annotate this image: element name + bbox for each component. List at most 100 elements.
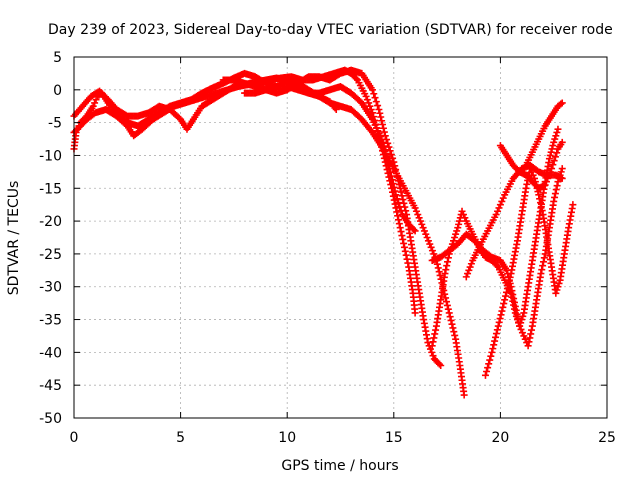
data-point bbox=[428, 348, 436, 356]
data-point bbox=[376, 109, 384, 117]
data-point bbox=[509, 291, 517, 299]
data-point bbox=[424, 237, 432, 245]
data-point bbox=[513, 310, 521, 318]
y-tick-label: -10 bbox=[39, 148, 62, 164]
data-point bbox=[89, 102, 97, 110]
x-tick-label: 0 bbox=[70, 430, 79, 446]
data-point bbox=[392, 191, 400, 199]
data-point bbox=[486, 356, 494, 364]
data-point bbox=[541, 181, 549, 189]
data-point bbox=[365, 99, 373, 107]
data-point bbox=[443, 262, 451, 270]
data-point bbox=[553, 286, 561, 294]
data-point bbox=[502, 288, 510, 296]
data-point bbox=[397, 188, 405, 196]
data-point bbox=[435, 268, 443, 276]
data-point bbox=[496, 201, 504, 209]
data-point bbox=[467, 260, 475, 268]
data-point bbox=[401, 247, 409, 255]
data-series-5 bbox=[241, 76, 468, 399]
data-point bbox=[494, 207, 502, 215]
data-point bbox=[370, 90, 378, 98]
data-point bbox=[385, 143, 393, 151]
data-point bbox=[539, 262, 547, 270]
data-point bbox=[458, 207, 466, 215]
data-series-7 bbox=[428, 125, 562, 330]
data-point bbox=[411, 204, 419, 212]
data-point bbox=[505, 277, 513, 285]
data-point bbox=[447, 316, 455, 324]
data-point bbox=[551, 193, 559, 201]
data-point bbox=[393, 208, 401, 216]
data-point bbox=[499, 303, 507, 311]
data-point bbox=[454, 224, 462, 232]
data-point bbox=[448, 320, 456, 328]
data-point bbox=[442, 298, 450, 306]
data-point bbox=[517, 319, 525, 327]
data-point bbox=[500, 300, 508, 308]
data-point bbox=[416, 217, 424, 225]
data-point bbox=[552, 289, 560, 297]
data-point bbox=[492, 330, 500, 338]
data-point bbox=[435, 360, 443, 368]
data-point bbox=[491, 337, 499, 345]
data-point bbox=[496, 315, 504, 323]
data-point bbox=[506, 273, 514, 281]
data-point bbox=[529, 171, 537, 179]
data-point bbox=[402, 251, 410, 259]
data-point bbox=[451, 234, 459, 241]
x-tick-label: 25 bbox=[598, 430, 616, 446]
data-point bbox=[537, 203, 545, 211]
data-point bbox=[536, 195, 544, 203]
data-point bbox=[550, 157, 558, 165]
data-point bbox=[517, 325, 525, 333]
data-point bbox=[511, 302, 519, 310]
data-point bbox=[552, 132, 560, 140]
data-point bbox=[498, 307, 506, 315]
data-point bbox=[441, 270, 449, 278]
data-point bbox=[501, 296, 509, 304]
data-point bbox=[512, 306, 520, 314]
data-point bbox=[498, 197, 506, 205]
data-point bbox=[390, 183, 398, 191]
data-point bbox=[398, 192, 406, 200]
data-point bbox=[555, 279, 563, 287]
data-point bbox=[450, 328, 458, 336]
data-point bbox=[526, 334, 534, 342]
y-tick-label: -30 bbox=[39, 280, 62, 296]
data-point bbox=[503, 285, 511, 293]
data-point bbox=[444, 258, 452, 266]
data-point bbox=[377, 113, 385, 121]
data-point bbox=[428, 342, 436, 350]
data-point bbox=[400, 239, 408, 247]
data-point bbox=[569, 201, 577, 209]
data-point bbox=[466, 263, 474, 271]
data-point bbox=[520, 332, 528, 340]
data-point bbox=[402, 207, 410, 215]
data-point bbox=[484, 364, 492, 372]
data-point bbox=[553, 149, 561, 157]
data-series-11 bbox=[522, 99, 566, 169]
x-axis-label: GPS time / hours bbox=[281, 458, 398, 474]
data-point bbox=[546, 151, 554, 159]
data-point bbox=[449, 324, 457, 332]
data-point bbox=[483, 368, 491, 376]
data-point bbox=[400, 243, 408, 251]
data-point bbox=[542, 178, 550, 186]
data-point bbox=[459, 211, 467, 219]
data-point bbox=[462, 273, 470, 281]
data-point bbox=[371, 94, 379, 102]
y-tick-label: -35 bbox=[39, 313, 62, 329]
data-point bbox=[386, 168, 394, 176]
data-point bbox=[379, 121, 387, 129]
x-tick-label: 20 bbox=[491, 430, 509, 446]
data-point bbox=[502, 292, 510, 300]
data-point bbox=[434, 264, 442, 272]
data-point bbox=[553, 182, 561, 190]
data-point bbox=[420, 227, 428, 235]
data-point bbox=[414, 211, 422, 219]
data-point bbox=[403, 255, 411, 263]
data-point bbox=[427, 243, 435, 251]
data-point bbox=[451, 331, 459, 339]
